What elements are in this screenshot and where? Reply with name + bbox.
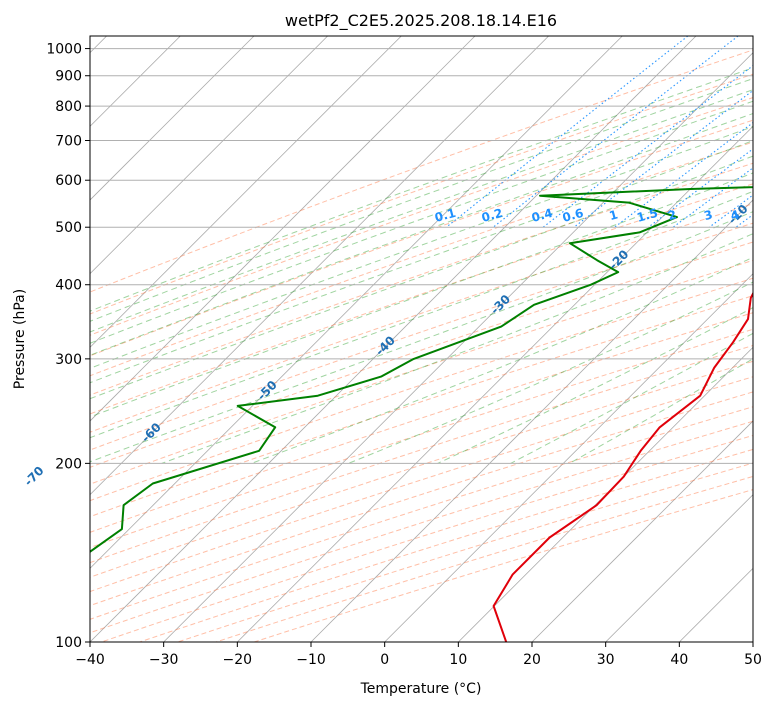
mixing-ratio-label: 1 (608, 208, 620, 224)
mixing-ratio-label: 0.2 (480, 206, 504, 225)
moist-adiabat-line (437, 307, 753, 464)
y-tick-label: 300 (55, 352, 82, 368)
x-tick-label: −40 (75, 652, 105, 668)
moist-adiabat-line (348, 281, 753, 464)
isotherm-line (458, 346, 753, 642)
dry-adiabat-line (90, 119, 753, 357)
isotherm-line (90, 36, 255, 201)
mixing-ratio-label: 1.5 (635, 206, 659, 225)
mixing-ratio-label: 4 (729, 207, 741, 223)
dry-adiabat-line (90, 141, 753, 377)
isotherm-line (237, 125, 753, 642)
mixing-ratio-label: 3 (702, 207, 714, 223)
dry-adiabat-line (90, 277, 753, 502)
mixing-ratio-label: 0.6 (561, 206, 585, 225)
y-tick-label: 700 (55, 133, 82, 149)
x-tick-label: 30 (597, 652, 615, 668)
moist-adiabat-line (90, 112, 753, 356)
x-axis-ticks: −40 −30 −20 −10 0 10 20 30 40 50 (75, 642, 762, 668)
dry-adiabat-line (254, 489, 753, 642)
moist-adiabat-line (90, 126, 753, 369)
isotherm-line (531, 420, 753, 642)
y-tick-label: 400 (55, 278, 82, 294)
dry-adiabat-line (90, 203, 753, 433)
mixing-ratio-line (542, 64, 753, 228)
dry-adiabat-line (177, 462, 753, 642)
mixing-ratio-label: 0.1 (433, 206, 457, 225)
y-tick-label: 200 (55, 456, 82, 472)
dry-adiabat-line (90, 162, 753, 396)
x-tick-label: −10 (296, 652, 326, 668)
x-axis-label: Temperature (°C) (360, 681, 482, 697)
y-tick-label: 600 (55, 173, 82, 189)
x-tick-label: 10 (449, 652, 467, 668)
temperature-profile-line (492, 291, 753, 642)
isotherm-line (90, 36, 623, 569)
dry-adiabat-line (90, 328, 753, 549)
pressure-gridlines (90, 48, 753, 642)
dry-adiabat-line (90, 241, 753, 468)
y-tick-label: 1000 (46, 42, 82, 58)
isotherm-line (90, 36, 402, 348)
dewpoint-profile-line (90, 186, 753, 554)
moist-adiabat-line (90, 78, 753, 322)
y-tick-label: 500 (55, 220, 82, 236)
background-reference-lines (90, 36, 753, 642)
x-tick-label: 20 (523, 652, 541, 668)
mixing-ratio-label: 0.4 (530, 206, 554, 225)
y-axis-ticks: 100 200 300 400 500 600 700 800 900 1000 (46, 42, 90, 651)
dry-adiabat-line (90, 312, 753, 533)
y-tick-label: 800 (55, 99, 82, 115)
moist-adiabat-line (90, 67, 753, 312)
dry-adiabat-line (139, 448, 753, 642)
x-tick-label: 0 (380, 652, 389, 668)
plot-frame (89, 35, 754, 643)
x-tick-label: 50 (744, 652, 762, 668)
chart-title: wetPf2_C2E5.2025.208.18.14.E16 (285, 11, 557, 31)
isotherm-line (90, 36, 476, 422)
isotherm-line (90, 36, 549, 496)
dry-adiabat-line (215, 475, 753, 642)
mixing-ratio-label: 2 (666, 207, 678, 223)
y-tick-label: 900 (55, 69, 82, 85)
moist-adiabat-line (90, 100, 753, 344)
dry-adiabat-line (90, 391, 753, 607)
sounding-series (90, 186, 753, 642)
mixing-ratio-line (573, 89, 753, 228)
x-tick-label: 40 (670, 652, 688, 668)
moist-adiabat-line (90, 211, 753, 463)
moist-adiabat-line (251, 256, 753, 464)
y-tick-label: 100 (55, 635, 82, 651)
dry-adiabat-line (90, 360, 753, 578)
x-tick-label: −30 (149, 652, 179, 668)
isotherm-line (605, 494, 753, 642)
dry-adiabat-line (90, 376, 753, 593)
isotherm-line (90, 36, 328, 275)
isotherm-line (310, 199, 753, 642)
mixing-ratio-line (492, 36, 739, 228)
moist-adiabat-line (90, 140, 753, 384)
isotherm-line (90, 36, 697, 642)
x-tick-label: −20 (223, 652, 253, 668)
isotherm-line (384, 273, 753, 642)
dry-adiabat-line (90, 183, 753, 415)
dry-adiabat-line (90, 344, 753, 564)
mixing-ratio-line (672, 167, 753, 228)
y-axis-label: Pressure (hPa) (12, 289, 28, 389)
